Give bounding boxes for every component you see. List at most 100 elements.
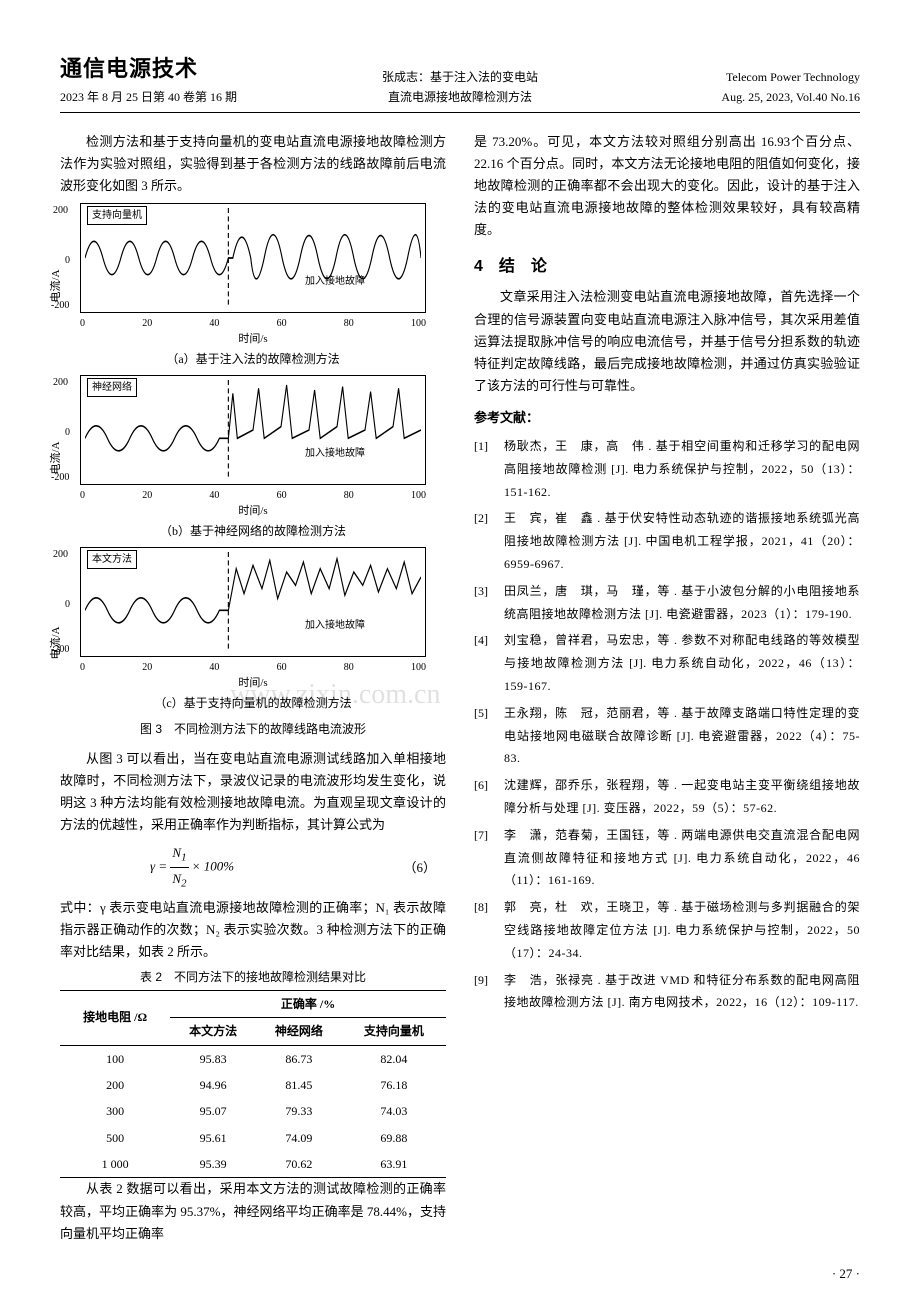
xtick: 80 — [344, 659, 354, 676]
cell: 74.03 — [342, 1098, 446, 1124]
figure-3-caption: 图 3 不同检测方法下的故障线路电流波形 — [60, 719, 446, 739]
cell: 79.33 — [256, 1098, 342, 1124]
cell: 1 000 — [60, 1151, 170, 1178]
cell: 86.73 — [256, 1045, 342, 1072]
xtick: 80 — [344, 315, 354, 332]
xtick: 60 — [277, 315, 287, 332]
cell: 300 — [60, 1098, 170, 1124]
article-subtitle: 直流电源接地故障检测方法 — [324, 87, 596, 107]
chart-b-ytick0: 200 — [53, 374, 68, 391]
xtick: 100 — [411, 315, 426, 332]
references-title: 参考文献： — [474, 407, 860, 429]
content-columns: 检测方法和基于支持向量机的变电站直流电源接地故障检测方法作为实验对照组，实验得到… — [60, 131, 860, 1247]
ref-text: 王 宾，崔 鑫 . 基于伏安特性动态轨迹的谐振接地系统弧光高阻接地故障检测方法 … — [504, 507, 860, 575]
ref-num: [2] — [474, 507, 504, 575]
ref-text: 郭 亮，杜 欢，王晓卫，等 . 基于磁场检测与多判据融合的架空线路接地故障定位方… — [504, 896, 860, 964]
ref-text: 李 浩，张禄亮 . 基于改进 VMD 和特征分布系数的配电网高阻接地故障检测方法… — [504, 969, 860, 1015]
para-continue: 是 73.20%。可见，本文方法较对照组分别高出 16.93个百分点、22.16… — [474, 131, 860, 241]
ref-num: [8] — [474, 896, 504, 964]
para-conclusion: 文章采用注入法检测变电站直流电源接地故障，首先选择一个合理的信号源装置向变电站直… — [474, 286, 860, 396]
ref-item: [9]李 浩，张禄亮 . 基于改进 VMD 和特征分布系数的配电网高阻接地故障检… — [474, 969, 860, 1015]
th-resistance: 接地电阻 /Ω — [60, 990, 170, 1045]
chart-c-caption: （c）基于支持向量机的故障检测方法 — [60, 693, 446, 713]
chart-a-legend: 支持向量机 — [87, 206, 147, 225]
th-method1: 本文方法 — [170, 1018, 256, 1045]
cell: 95.61 — [170, 1125, 256, 1151]
chart-c-ytick0: 200 — [53, 546, 68, 563]
ref-item: [3]田凤兰，唐 琪，马 瑾，等 . 基于小波包分解的小电阻接地系统高阻接地故障… — [474, 580, 860, 626]
cell: 76.18 — [342, 1072, 446, 1098]
article-author-title: 张成志：基于注入法的变电站 — [324, 67, 596, 87]
xtick: 0 — [80, 659, 85, 676]
chart-b-legend: 神经网络 — [87, 378, 137, 397]
table-2: 接地电阻 /Ω 正确率 /% 本文方法 神经网络 支持向量机 10095.838… — [60, 990, 446, 1179]
xtick: 0 — [80, 315, 85, 332]
ref-num: [3] — [474, 580, 504, 626]
ref-text: 田凤兰，唐 琪，马 瑾，等 . 基于小波包分解的小电阻接地系统高阻接地故障检测方… — [504, 580, 860, 626]
cell: 95.07 — [170, 1098, 256, 1124]
ref-num: [6] — [474, 774, 504, 820]
right-column: 是 73.20%。可见，本文方法较对照组分别高出 16.93个百分点、22.16… — [474, 131, 860, 1247]
chart-b-caption: （b）基于神经网络的故障检测方法 — [60, 521, 446, 541]
chart-b-xlabel: 时间/s — [60, 502, 446, 521]
ref-num: [1] — [474, 435, 504, 503]
xtick: 20 — [142, 315, 152, 332]
chart-c-ytick1: 0 — [65, 596, 70, 613]
chart-a-fault-label: 加入接地故障 — [305, 273, 365, 290]
chart-a: 支持向量机 加入接地故障 200 0 -200 — [80, 203, 426, 313]
ref-item: [4]刘宝稳，曾祥君，马宏忠，等 . 参数不对称配电线路的等效模型与接地故障检测… — [474, 629, 860, 697]
ref-item: [2]王 宾，崔 鑫 . 基于伏安特性动态轨迹的谐振接地系统弧光高阻接地故障检测… — [474, 507, 860, 575]
xtick: 100 — [411, 659, 426, 676]
chart-c-ytick2: -200 — [51, 641, 69, 658]
ref-text: 王永翔，陈 冠，范丽君，等 . 基于故障支路端口特性定理的变电站接地网电磁联合故… — [504, 702, 860, 770]
formula-6: γ = N1N2 × 100% （6） — [60, 838, 446, 897]
ref-num: [7] — [474, 824, 504, 892]
chart-a-ytick2: -200 — [51, 297, 69, 314]
para-intro: 检测方法和基于支持向量机的变电站直流电源接地故障检测方法作为实验对照组，实验得到… — [60, 131, 446, 197]
left-column: 检测方法和基于支持向量机的变电站直流电源接地故障检测方法作为实验对照组，实验得到… — [60, 131, 446, 1247]
ref-text: 沈建辉，邵乔乐，张程翔，等 . 一起变电站主变平衡绕组接地故障分析与处理 [J]… — [504, 774, 860, 820]
th-method3: 支持向量机 — [342, 1018, 446, 1045]
formula-expr: γ = N1N2 × 100% — [150, 842, 234, 893]
chart-a-ytick0: 200 — [53, 202, 68, 219]
xtick: 40 — [209, 315, 219, 332]
para-analysis: 从图 3 可以看出，当在变电站直流电源测试线路加入单相接地故障时，不同检测方法下… — [60, 748, 446, 836]
ref-item: [1]杨耿杰，王 康，高 伟 . 基于相空间重构和迁移学习的配电网高阻接地故障检… — [474, 435, 860, 503]
journal-title-en: Telecom Power Technology — [596, 67, 860, 87]
chart-c-legend: 本文方法 — [87, 550, 137, 569]
cell: 100 — [60, 1045, 170, 1072]
chart-a-caption: （a）基于注入法的故障检测方法 — [60, 349, 446, 369]
xtick: 20 — [142, 659, 152, 676]
journal-title: 通信电源技术 — [60, 50, 324, 87]
ref-text: 刘宝稳，曾祥君，马宏忠，等 . 参数不对称配电线路的等效模型与接地故障检测方法 … — [504, 629, 860, 697]
chart-b-ytick2: -200 — [51, 469, 69, 486]
ref-item: [7]李 潇，范春菊，王国钰，等 . 两端电源供电交直流混合配电网直流侧故障特征… — [474, 824, 860, 892]
xtick: 0 — [80, 487, 85, 504]
ref-item: [8]郭 亮，杜 欢，王晓卫，等 . 基于磁场检测与多判据融合的架空线路接地故障… — [474, 896, 860, 964]
header-center: 张成志：基于注入法的变电站 直流电源接地故障检测方法 — [324, 67, 596, 108]
ref-text: 李 潇，范春菊，王国钰，等 . 两端电源供电交直流混合配电网直流侧故障特征和接地… — [504, 824, 860, 892]
ref-num: [5] — [474, 702, 504, 770]
issue-date: 2023 年 8 月 25 日第 40 卷第 16 期 — [60, 87, 324, 107]
section-4-title: 4 结 论 — [474, 253, 860, 280]
header-left: 通信电源技术 2023 年 8 月 25 日第 40 卷第 16 期 — [60, 50, 324, 108]
cell: 81.45 — [256, 1072, 342, 1098]
cell: 63.91 — [342, 1151, 446, 1178]
page-number: · 27 · — [60, 1263, 860, 1285]
chart-c-fault-label: 加入接地故障 — [305, 617, 365, 634]
cell: 200 — [60, 1072, 170, 1098]
chart-b-fault-label: 加入接地故障 — [305, 445, 365, 462]
table-2-caption: 表 2 不同方法下的接地故障检测结果对比 — [60, 967, 446, 987]
xtick: 60 — [277, 487, 287, 504]
page-header: 通信电源技术 2023 年 8 月 25 日第 40 卷第 16 期 张成志：基… — [60, 50, 860, 113]
ref-num: [9] — [474, 969, 504, 1015]
para-table-analysis: 从表 2 数据可以看出，采用本文方法的测试故障检测的正确率较高，平均正确率为 9… — [60, 1178, 446, 1244]
chart-a-ytick1: 0 — [65, 252, 70, 269]
cell: 94.96 — [170, 1072, 256, 1098]
xtick: 60 — [277, 659, 287, 676]
references-list: [1]杨耿杰，王 康，高 伟 . 基于相空间重构和迁移学习的配电网高阻接地故障检… — [474, 435, 860, 1014]
xtick: 80 — [344, 487, 354, 504]
issue-info-en: Aug. 25, 2023, Vol.40 No.16 — [596, 87, 860, 107]
header-right: Telecom Power Technology Aug. 25, 2023, … — [596, 67, 860, 108]
chart-c-xlabel: 时间/s — [60, 674, 446, 693]
